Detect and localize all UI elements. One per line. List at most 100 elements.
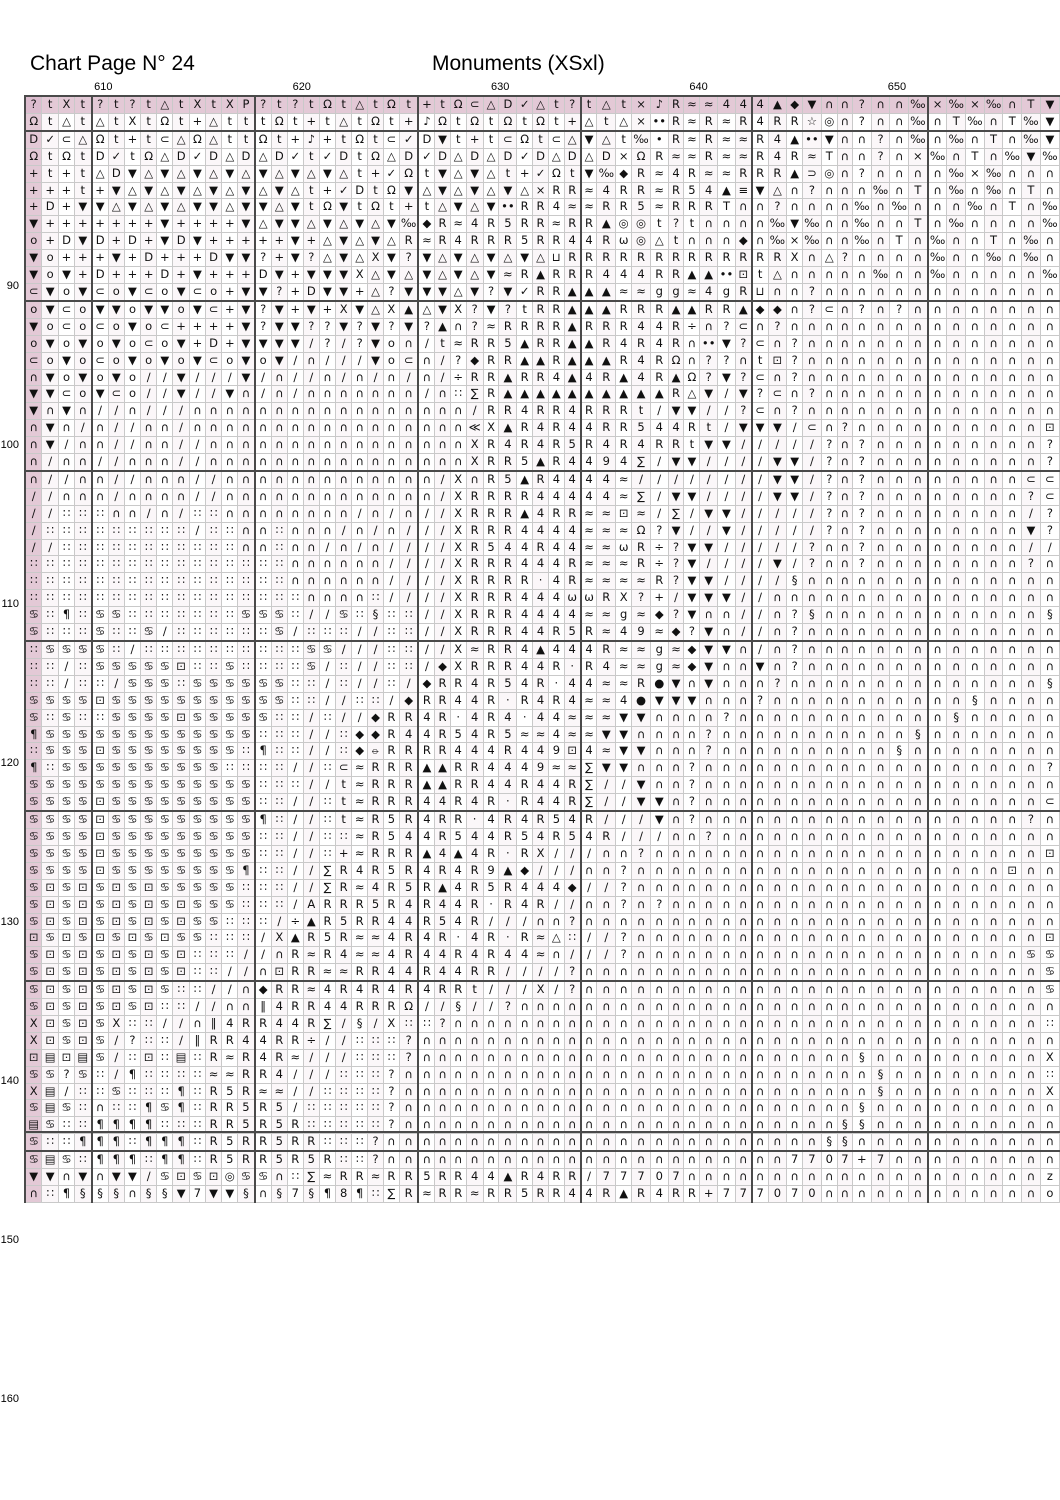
stitch-cell[interactable]: ∩ [580,981,598,1000]
stitch-cell[interactable]: ∩ [852,776,872,795]
stitch-cell[interactable]: ∩ [271,505,288,523]
stitch-cell[interactable]: ∑ [466,385,484,404]
stitch-cell[interactable]: D [498,148,518,166]
stitch-cell[interactable]: 5 [335,913,353,931]
stitch-cell[interactable]: ∩ [650,1032,669,1050]
stitch-cell[interactable]: ∩ [668,811,685,829]
stitch-cell[interactable]: ∩ [946,623,967,643]
stitch-cell[interactable]: R [564,215,582,234]
stitch-cell[interactable]: ∩ [735,1116,753,1135]
stitch-cell[interactable]: R [221,1099,239,1118]
stitch-cell[interactable]: ▼ [91,198,109,217]
stitch-cell[interactable]: •• [699,335,719,353]
stitch-cell[interactable]: ∩ [927,130,948,149]
stitch-cell[interactable]: Ω [189,130,207,149]
stitch-cell[interactable]: ♋ [140,658,158,676]
stitch-cell[interactable]: ∩ [650,1133,669,1153]
stitch-cell[interactable]: ∩ [751,1015,769,1033]
stitch-cell[interactable]: R [434,232,451,251]
stitch-cell[interactable]: ▼ [319,266,337,284]
stitch-cell[interactable]: ∷ [172,675,190,693]
stitch-cell[interactable]: t [254,113,272,132]
stitch-cell[interactable]: ∩ [965,488,985,506]
stitch-cell[interactable]: × [631,94,651,114]
stitch-cell[interactable]: ∩ [450,1116,467,1135]
stitch-cell[interactable]: ♋ [221,692,239,710]
stitch-cell[interactable]: ∩ [908,266,929,284]
stitch-cell[interactable]: R [596,402,617,421]
stitch-cell[interactable]: R [631,555,651,574]
stitch-cell[interactable]: ∕ [58,470,76,489]
stitch-cell[interactable]: △ [91,113,109,132]
stitch-cell[interactable]: ∕ [58,436,76,455]
stitch-cell[interactable]: R [205,1116,223,1135]
stitch-cell[interactable]: ∩ [984,929,1004,948]
stitch-cell[interactable]: X [24,1032,43,1050]
stitch-cell[interactable]: ∩ [751,776,769,795]
stitch-cell[interactable]: 4 [498,539,518,557]
stitch-cell[interactable]: ∕ [205,470,223,489]
stitch-cell[interactable]: R [532,402,549,421]
stitch-cell[interactable]: ∕ [140,402,158,421]
stitch-cell[interactable]: ▼ [668,522,685,540]
stitch-cell[interactable]: ≈ [351,811,369,829]
stitch-cell[interactable]: R [668,198,685,217]
stitch-cell[interactable]: ∩ [1002,623,1023,643]
stitch-cell[interactable]: o [108,283,125,302]
stitch-cell[interactable]: △ [205,130,223,149]
stitch-cell[interactable]: ▲ [564,318,582,336]
stitch-cell[interactable]: ▼ [221,249,239,268]
stitch-cell[interactable]: ∩ [172,470,190,489]
stitch-cell[interactable]: ▼ [699,572,719,591]
stitch-cell[interactable]: ∷ [335,1151,353,1170]
stitch-cell[interactable]: ∩ [735,1151,753,1170]
stitch-cell[interactable]: R [483,369,500,387]
stitch-cell[interactable]: ? [615,929,633,948]
stitch-cell[interactable]: R [483,658,500,676]
stitch-cell[interactable]: ‰ [946,182,967,200]
stitch-cell[interactable]: ≈ [351,879,369,897]
stitch-cell[interactable]: ∩ [946,555,967,574]
stitch-cell[interactable]: ∷ [221,572,239,591]
stitch-cell[interactable]: ∩ [668,896,685,914]
stitch-cell[interactable]: ∩ [927,1049,948,1067]
stitch-cell[interactable]: ∩ [837,130,854,149]
stitch-cell[interactable]: ⊡ [1040,929,1060,948]
stitch-cell[interactable]: ∩ [871,692,891,710]
stitch-cell[interactable]: ▼ [124,283,142,302]
stitch-cell[interactable]: ∩ [821,862,838,880]
stitch-cell[interactable]: ? [303,249,320,268]
stitch-cell[interactable]: R [650,148,669,166]
stitch-cell[interactable]: ∕ [221,369,239,387]
stitch-cell[interactable]: 4 [516,675,534,693]
stitch-cell[interactable]: ∩ [946,266,967,284]
stitch-cell[interactable]: ◆ [466,352,484,370]
stitch-cell[interactable]: ∩ [965,623,985,643]
stitch-cell[interactable]: ∩ [735,776,753,795]
stitch-cell[interactable]: ⊡ [172,913,190,931]
stitch-cell[interactable]: ∩ [751,845,769,863]
stitch-cell[interactable]: ∩ [532,1083,549,1101]
stitch-cell[interactable]: t [367,182,384,200]
stitch-cell[interactable]: ▼ [108,182,125,200]
stitch-cell[interactable]: ∩ [871,862,891,880]
stitch-cell[interactable]: ▼ [24,385,43,404]
stitch-cell[interactable]: Ω [254,130,272,149]
stitch-cell[interactable]: ∩ [927,981,948,1000]
stitch-cell[interactable]: ∩ [965,1066,985,1084]
stitch-cell[interactable]: 9 [483,862,500,880]
stitch-cell[interactable]: 4 [532,488,549,506]
stitch-cell[interactable]: t [434,335,451,353]
stitch-cell[interactable]: ∩ [821,896,838,914]
stitch-cell[interactable]: ∩ [946,436,967,455]
stitch-cell[interactable]: ♋ [189,675,207,693]
stitch-cell[interactable]: R [548,1168,565,1186]
stitch-cell[interactable]: ♋ [156,726,174,744]
stitch-cell[interactable]: ∷ [450,385,467,404]
stitch-cell[interactable]: ∩ [399,436,420,455]
stitch-cell[interactable]: △ [319,232,337,251]
stitch-cell[interactable]: ∕ [351,675,369,693]
stitch-cell[interactable]: ¶ [254,742,272,761]
stitch-cell[interactable]: △ [254,182,272,200]
stitch-cell[interactable]: D [271,148,288,166]
